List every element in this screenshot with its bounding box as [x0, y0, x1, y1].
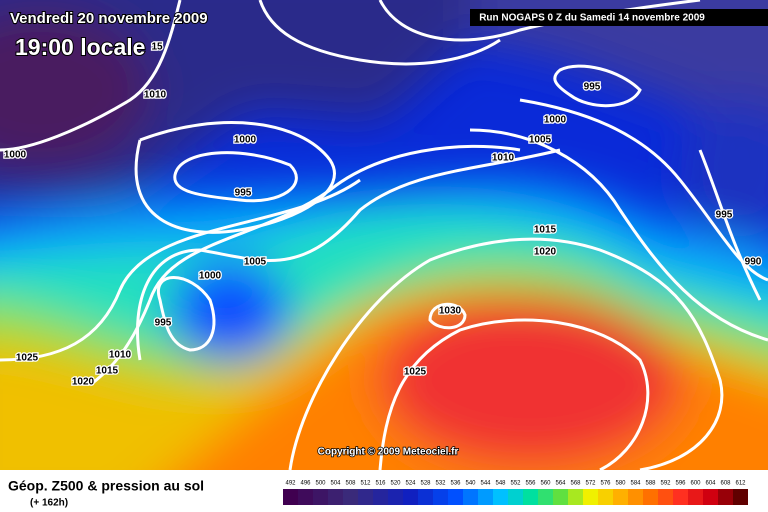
scale-label: 504 — [330, 481, 341, 487]
scale-swatch — [643, 489, 658, 505]
isobar-label: 1010 — [144, 90, 167, 101]
scale-swatch — [523, 489, 538, 505]
scale-swatch — [313, 489, 328, 505]
scale-swatch — [328, 489, 343, 505]
scale-swatch — [568, 489, 583, 505]
isobar-label: 1015 — [534, 225, 557, 236]
scale-label: 536 — [450, 481, 461, 487]
scale-swatch — [538, 489, 553, 505]
scale-label: 532 — [435, 481, 446, 487]
scale-label: 604 — [705, 481, 716, 487]
isobar-label: 1015 — [96, 366, 119, 377]
scale-label: 492 — [285, 481, 296, 487]
scale-label: 500 — [315, 481, 326, 487]
isobar-label: 1010 — [109, 350, 132, 361]
scale-swatch — [598, 489, 613, 505]
scale-label: 612 — [735, 481, 746, 487]
scale-label: 516 — [375, 481, 386, 487]
scale-label: 568 — [570, 481, 581, 487]
scale-label: 564 — [555, 481, 566, 487]
scale-swatch — [718, 489, 733, 505]
isobar-label: 1000 — [199, 271, 222, 282]
isobar-label: 995 — [155, 318, 172, 329]
scale-label: 524 — [405, 481, 416, 487]
scale-label: 528 — [420, 481, 431, 487]
color-scale: 492 496 500 504 508 512 516 520 524 528 532 536 540 5… — [283, 481, 748, 505]
scale-swatch — [613, 489, 628, 505]
scale-label: 592 — [660, 481, 671, 487]
scale-label: 556 — [525, 481, 536, 487]
scale-swatch — [628, 489, 643, 505]
scale-label: 584 — [630, 481, 641, 487]
isobar-label: 990 — [745, 257, 762, 268]
scale-swatch — [433, 489, 448, 505]
scale-label: 596 — [675, 481, 686, 487]
scale-swatch — [388, 489, 403, 505]
run-box — [470, 9, 768, 26]
scale-label: 540 — [465, 481, 476, 487]
scale-label: 560 — [540, 481, 551, 487]
isobar-label: 995 — [584, 82, 601, 93]
scale-label: 552 — [510, 481, 521, 487]
scale-label: 608 — [720, 481, 731, 487]
scale-label: 572 — [585, 481, 596, 487]
isobar-label: 1005 — [529, 135, 552, 146]
footer-title: Géop. Z500 & pression au sol — [8, 478, 204, 494]
scale-swatch — [553, 489, 568, 505]
scale-swatch — [298, 489, 313, 505]
scale-swatch — [703, 489, 718, 505]
isobar-labels: 1510101000100099510051000995101010151020… — [3, 40, 763, 389]
isobar-label: 1025 — [404, 367, 427, 378]
forecast-time: 19:00 locale — [15, 34, 145, 60]
forecast-date: Vendredi 20 novembre 2009 — [10, 10, 208, 27]
scale-swatch — [358, 489, 373, 505]
scale-swatch — [283, 489, 298, 505]
isobar-label: 1030 — [439, 306, 462, 317]
isobar-label: 15 — [151, 42, 163, 53]
scale-swatch — [658, 489, 673, 505]
isobar-label: 1010 — [492, 153, 515, 164]
run-info: Run NOGAPS 0 Z du Samedi 14 novembre 200… — [479, 13, 705, 24]
scale-swatch — [673, 489, 688, 505]
scale-swatch — [373, 489, 388, 505]
scale-label: 544 — [480, 481, 491, 487]
scale-swatch — [688, 489, 703, 505]
copyright: Copyright © 2009 Meteociel.fr — [318, 447, 459, 458]
scale-swatch — [403, 489, 418, 505]
isobar-label: 1000 — [544, 115, 567, 126]
scale-label: 496 — [300, 481, 311, 487]
isobar-label: 1025 — [16, 353, 39, 364]
isobar-label: 1020 — [72, 377, 95, 388]
scale-swatch — [493, 489, 508, 505]
scale-swatch — [478, 489, 493, 505]
scale-label: 548 — [495, 481, 506, 487]
isobar-label: 1005 — [244, 257, 267, 268]
isobars — [0, 0, 768, 470]
scale-label: 520 — [390, 481, 401, 487]
scale-label: 588 — [645, 481, 656, 487]
scale-swatch — [733, 489, 748, 505]
isobar-label: 995 — [716, 210, 733, 221]
scale-swatch — [463, 489, 478, 505]
scale-label: 600 — [690, 481, 701, 487]
lead-time: (+ 162h) — [30, 498, 68, 509]
scale-label: 508 — [345, 481, 356, 487]
isobar-label: 1000 — [4, 150, 27, 161]
scale-label: 512 — [360, 481, 371, 487]
isobar-label: 1000 — [234, 135, 257, 146]
scale-label: 576 — [600, 481, 611, 487]
scale-swatch — [508, 489, 523, 505]
scale-label: 580 — [615, 481, 626, 487]
scale-swatch — [583, 489, 598, 505]
scale-swatch — [418, 489, 433, 505]
scale-swatch — [343, 489, 358, 505]
scale-swatch — [448, 489, 463, 505]
isobar-label: 1020 — [534, 247, 557, 258]
isobar-label: 995 — [235, 188, 252, 199]
